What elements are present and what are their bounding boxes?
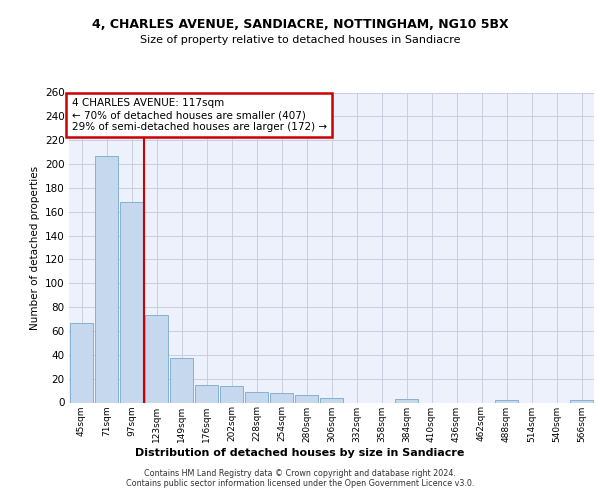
Bar bbox=[120, 202, 143, 402]
Text: 4 CHARLES AVENUE: 117sqm
← 70% of detached houses are smaller (407)
29% of semi-: 4 CHARLES AVENUE: 117sqm ← 70% of detach… bbox=[71, 98, 326, 132]
Text: Contains HM Land Registry data © Crown copyright and database right 2024.: Contains HM Land Registry data © Crown c… bbox=[144, 468, 456, 477]
Text: Contains public sector information licensed under the Open Government Licence v3: Contains public sector information licen… bbox=[126, 478, 474, 488]
Text: Distribution of detached houses by size in Sandiacre: Distribution of detached houses by size … bbox=[136, 448, 464, 458]
Bar bbox=[170, 358, 193, 403]
Bar bbox=[145, 316, 168, 402]
Text: 4, CHARLES AVENUE, SANDIACRE, NOTTINGHAM, NG10 5BX: 4, CHARLES AVENUE, SANDIACRE, NOTTINGHAM… bbox=[92, 18, 508, 30]
Bar bbox=[295, 396, 318, 402]
Bar bbox=[395, 399, 418, 402]
Bar bbox=[70, 322, 93, 402]
Bar bbox=[320, 398, 343, 402]
Bar bbox=[495, 400, 518, 402]
Y-axis label: Number of detached properties: Number of detached properties bbox=[29, 166, 40, 330]
Bar bbox=[220, 386, 243, 402]
Text: Size of property relative to detached houses in Sandiacre: Size of property relative to detached ho… bbox=[140, 35, 460, 45]
Bar bbox=[95, 156, 118, 402]
Bar bbox=[270, 393, 293, 402]
Bar bbox=[570, 400, 593, 402]
Bar bbox=[195, 384, 218, 402]
Bar bbox=[245, 392, 268, 402]
